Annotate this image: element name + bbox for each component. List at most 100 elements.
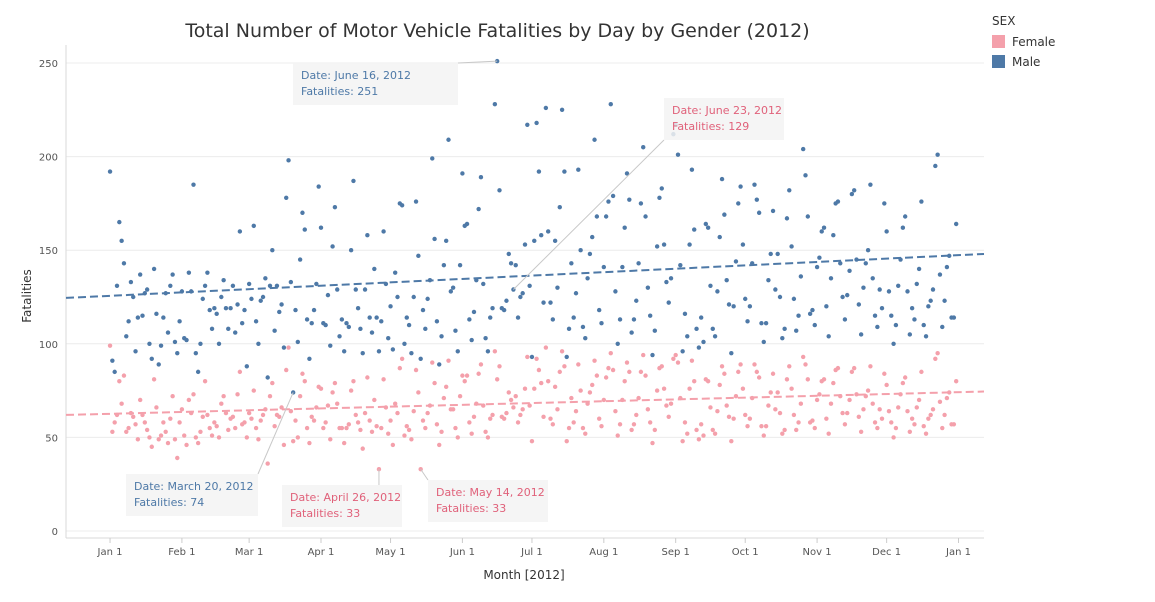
data-point-male — [819, 229, 824, 234]
data-point-female — [613, 408, 618, 414]
data-point-male — [552, 238, 558, 244]
legend-label-female: Female — [1012, 34, 1056, 49]
data-point-female — [896, 405, 901, 410]
data-point-female — [318, 386, 324, 391]
data-point-female — [161, 420, 166, 425]
data-point-female — [467, 420, 472, 425]
data-point-male — [689, 167, 695, 172]
data-point-male — [110, 358, 115, 363]
data-point-female — [432, 380, 437, 386]
data-point-female — [328, 437, 333, 442]
data-point-male — [719, 176, 725, 182]
data-point-female — [300, 371, 305, 376]
legend-item-female[interactable]: Female — [992, 34, 1142, 49]
data-point-male — [158, 343, 164, 348]
data-point-female — [576, 362, 581, 367]
data-point-female — [891, 435, 896, 440]
data-point-male — [736, 201, 741, 206]
data-point-female — [149, 444, 154, 449]
data-point-male — [573, 291, 579, 296]
data-point-male — [161, 315, 166, 320]
data-point-male — [761, 339, 766, 345]
data-point-female — [453, 425, 458, 431]
data-point-female — [242, 420, 247, 425]
data-point-male — [443, 238, 449, 244]
data-point-female — [420, 418, 426, 423]
legend-item-male[interactable]: Male — [992, 54, 1142, 69]
data-point-male — [532, 238, 537, 244]
data-point-female — [615, 433, 620, 438]
annotation-fatalities-line: Fatalities: 129 — [672, 120, 749, 133]
x-tick-label: Jul 1 — [520, 547, 543, 558]
data-point-female — [163, 429, 168, 434]
data-point-male — [548, 300, 553, 305]
data-point-female — [928, 412, 933, 418]
data-point-male — [529, 354, 535, 360]
x-tick-label: Dec 1 — [872, 547, 901, 558]
data-point-male — [654, 244, 660, 249]
data-point-female — [668, 401, 674, 406]
annotation-date-value: June 23, 2012 — [705, 104, 782, 117]
data-point-male — [550, 317, 556, 322]
annotation-leader — [257, 392, 294, 475]
data-point-female — [838, 394, 843, 399]
data-point-male — [165, 330, 171, 335]
data-point-male — [476, 206, 481, 212]
data-point-male — [483, 335, 488, 341]
data-point-female — [532, 386, 537, 391]
data-point-male — [184, 337, 189, 343]
data-point-female — [942, 412, 947, 418]
data-point-female — [712, 431, 718, 436]
data-point-female — [583, 431, 588, 436]
data-point-male — [831, 233, 836, 238]
data-point-female — [763, 423, 769, 429]
data-point-male — [355, 306, 361, 311]
data-point-female — [165, 440, 171, 446]
data-point-male — [916, 266, 922, 272]
data-point-female — [715, 408, 720, 414]
data-point-female — [803, 362, 808, 367]
data-point-male — [492, 101, 498, 107]
data-point-male — [223, 306, 229, 311]
data-point-female — [527, 403, 532, 408]
legend-swatch-female — [992, 35, 1005, 48]
data-point-female — [434, 422, 440, 427]
data-point-male — [858, 332, 864, 337]
data-point-male — [824, 304, 829, 309]
data-point-male — [277, 309, 282, 315]
data-point-male — [868, 182, 873, 187]
data-point-female — [557, 369, 562, 375]
data-point-female — [188, 410, 194, 416]
x-tick-label: Jan 1 — [945, 547, 971, 558]
data-point-female — [770, 371, 776, 376]
data-point-female — [914, 405, 919, 410]
data-point-male — [170, 272, 175, 277]
data-point-male — [631, 317, 637, 322]
data-point-female — [717, 382, 722, 388]
data-point-male — [335, 287, 340, 292]
data-point-female — [854, 392, 859, 397]
data-point-male — [787, 188, 792, 193]
data-point-female — [636, 395, 641, 401]
data-point-male — [446, 137, 451, 142]
data-point-female — [235, 392, 240, 397]
x-tick-label: May 1 — [375, 547, 405, 558]
data-point-male — [297, 257, 303, 262]
annotation-fatalities-label: Fatalities: — [436, 502, 492, 515]
data-point-male — [348, 248, 354, 253]
data-point-male — [237, 229, 243, 234]
data-point-female — [286, 345, 291, 350]
data-point-male — [900, 225, 906, 230]
data-point-female — [747, 416, 753, 421]
data-point-female — [541, 414, 546, 420]
data-point-male — [156, 362, 161, 367]
data-point-male — [221, 277, 226, 283]
data-point-male — [889, 313, 894, 318]
data-point-male — [685, 334, 690, 339]
data-point-male — [865, 248, 871, 253]
data-point-female — [587, 390, 593, 395]
data-point-male — [501, 307, 507, 313]
data-point-male — [828, 276, 834, 281]
data-point-male — [601, 264, 607, 270]
annotation-fatalities-line: Fatalities: 33 — [290, 507, 360, 520]
